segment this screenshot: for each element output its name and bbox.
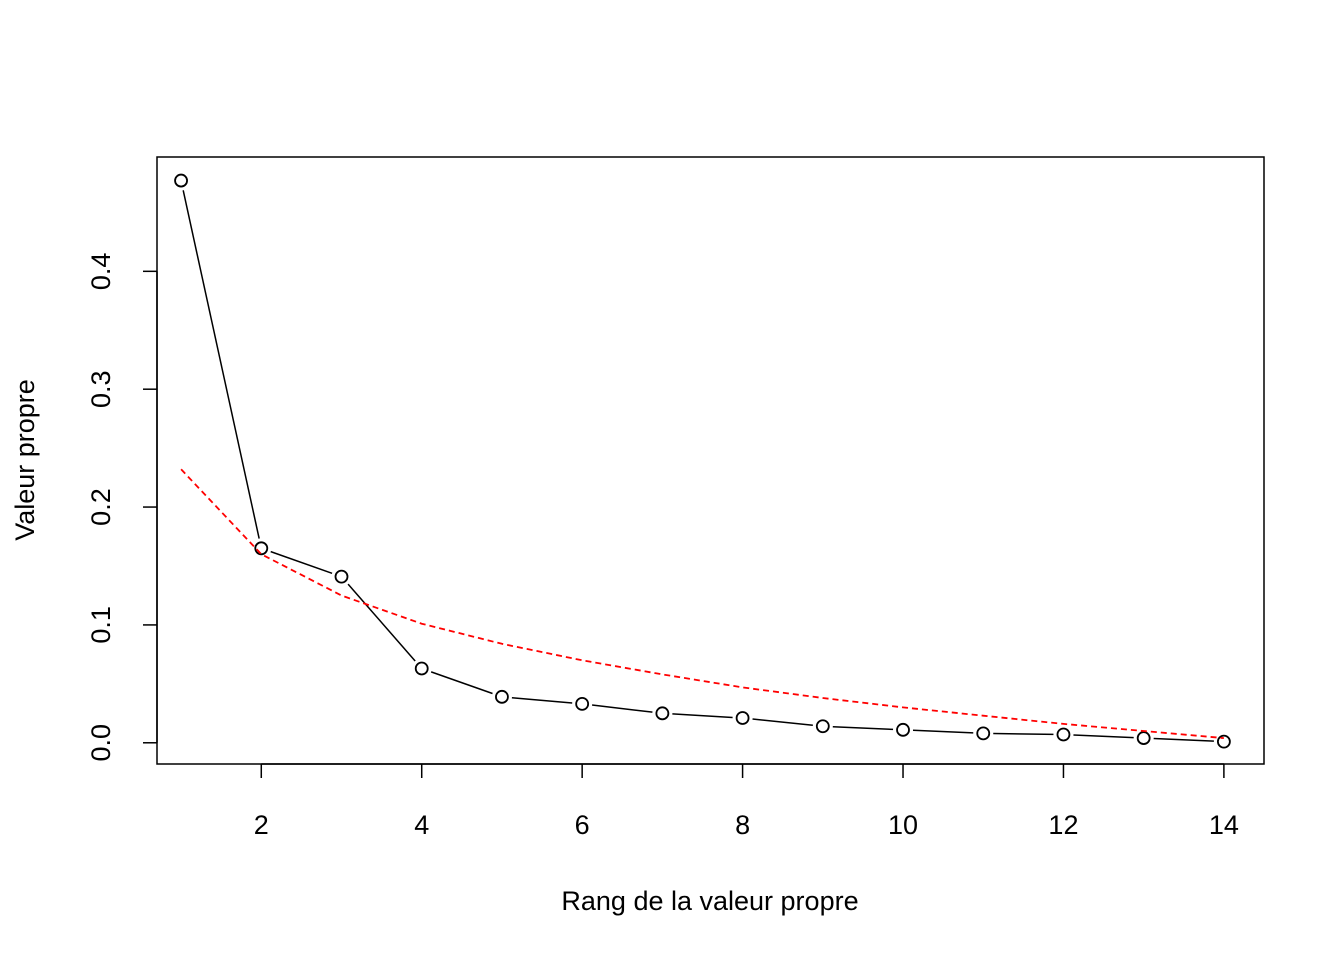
x-tick-label: 2 <box>254 810 269 840</box>
series-layer <box>174 173 1231 749</box>
series-segment <box>832 725 894 731</box>
x-tick-label: 4 <box>414 810 429 840</box>
eigenvalue-point <box>976 726 991 741</box>
series-segment <box>591 704 653 713</box>
eigenvalue-point <box>1056 727 1071 742</box>
x-tick-label: 14 <box>1209 810 1239 840</box>
x-tick-label: 10 <box>888 810 918 840</box>
eigenvalue-point <box>174 173 188 188</box>
x-tick-label: 12 <box>1048 810 1078 840</box>
series-segment <box>912 729 974 734</box>
series-segment <box>270 550 333 574</box>
series-segment <box>752 718 813 727</box>
eigenvalue-point <box>815 719 830 734</box>
series-segment <box>430 671 493 695</box>
eigenvalue-point <box>334 569 349 584</box>
eigenvalue-point <box>254 541 269 556</box>
reference-dashed-line <box>180 468 1224 739</box>
series-segment <box>511 696 573 704</box>
eigenvalue-point <box>735 711 750 725</box>
series-segment <box>993 732 1054 736</box>
x-tick-label: 8 <box>735 810 750 840</box>
eigenvalue-point <box>575 696 590 711</box>
y-tick-label: 0.2 <box>86 488 116 526</box>
plot-frame <box>156 156 1265 765</box>
y-tick-label: 0.1 <box>86 606 116 644</box>
y-tick-label: 0.4 <box>86 253 116 291</box>
eigenvalue-point <box>1136 731 1151 745</box>
series-segment <box>347 583 416 662</box>
series-segment <box>1153 737 1214 742</box>
x-tick-label: 6 <box>575 810 590 840</box>
y-tick-label: 0.0 <box>86 724 116 762</box>
y-axis-title: Valeur propre <box>10 379 40 541</box>
series-segment <box>1073 734 1134 739</box>
eigenvalue-point <box>495 689 509 704</box>
eigenvalue-point <box>896 722 910 737</box>
series-segment <box>182 190 260 539</box>
x-axis-title: Rang de la valeur propre <box>561 886 858 916</box>
x-axis: 2 4 6 8 10 12 14 <box>254 763 1239 840</box>
series-segment <box>672 713 733 719</box>
y-axis: 0.0 0.1 0.2 0.3 0.4 <box>86 253 158 762</box>
eigenvalue-point <box>655 706 670 721</box>
eigenvalue-point <box>414 661 429 676</box>
y-tick-label: 0.3 <box>86 370 116 408</box>
